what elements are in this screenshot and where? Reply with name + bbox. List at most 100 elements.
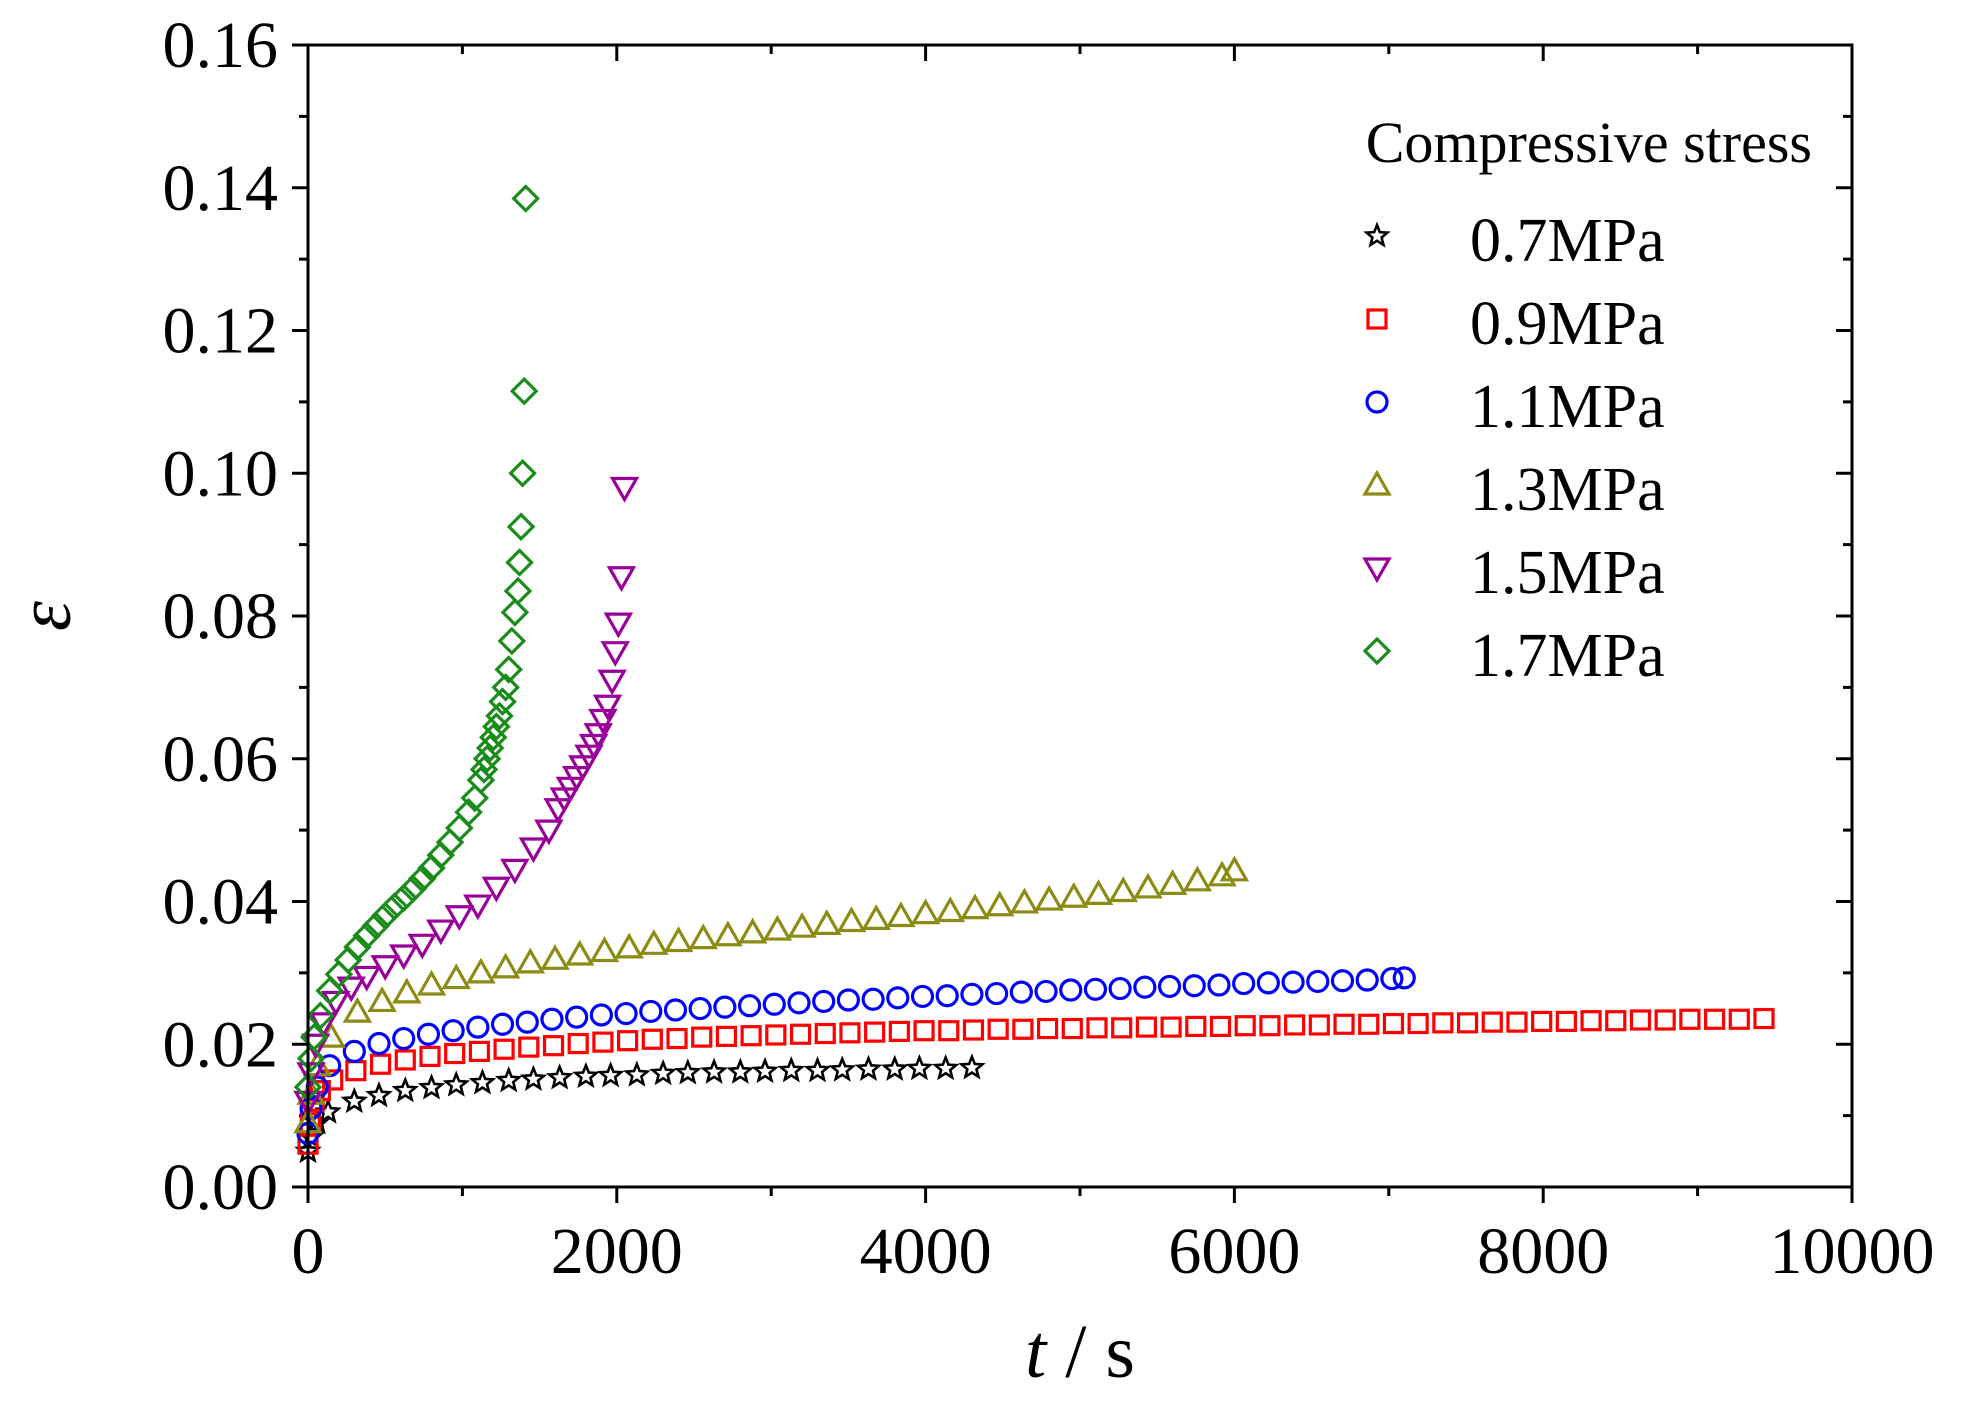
y-axis-title: ε bbox=[3, 601, 87, 631]
legend-label: 1.7MPa bbox=[1470, 622, 1665, 690]
data-point bbox=[367, 1031, 391, 1056]
data-point bbox=[1059, 881, 1089, 908]
data-point bbox=[370, 955, 400, 981]
data-point bbox=[1382, 1012, 1405, 1035]
x-tick-label: 8000 bbox=[1477, 1215, 1609, 1288]
data-point bbox=[984, 890, 1015, 917]
data-point bbox=[1219, 855, 1250, 882]
data-point bbox=[913, 1020, 935, 1042]
data-point bbox=[726, 1057, 755, 1084]
data-point bbox=[737, 917, 768, 944]
legend-label: 1.5MPa bbox=[1470, 539, 1665, 607]
data-point bbox=[1207, 973, 1231, 997]
data-point bbox=[540, 1007, 564, 1031]
data-point bbox=[306, 1001, 335, 1030]
data-point bbox=[931, 1053, 960, 1081]
data-point bbox=[389, 883, 418, 913]
data-point bbox=[398, 874, 428, 903]
data-point bbox=[688, 923, 719, 950]
data-point bbox=[803, 1056, 832, 1083]
data-point bbox=[864, 1021, 886, 1043]
data-point bbox=[1157, 869, 1188, 895]
legend-item: 1.7MPa bbox=[1362, 622, 1665, 690]
data-point bbox=[1083, 977, 1108, 1001]
data-point bbox=[1753, 1007, 1775, 1030]
data-point bbox=[1185, 1015, 1207, 1038]
legend: Compressive stress 0.7MPa 0.9MPa 1.1MPa 1.3… bbox=[1362, 110, 1812, 690]
data-point bbox=[641, 1028, 663, 1050]
data-point bbox=[839, 1022, 861, 1044]
data-point bbox=[836, 988, 861, 1012]
legend-marker bbox=[1363, 221, 1391, 248]
data-point bbox=[861, 904, 891, 930]
data-point bbox=[506, 512, 536, 542]
data-point bbox=[299, 1022, 329, 1052]
data-point bbox=[572, 1061, 600, 1089]
data-point bbox=[614, 932, 644, 959]
data-point bbox=[958, 1053, 986, 1080]
y-tick-label: 0.02 bbox=[163, 1008, 279, 1081]
plot-frame bbox=[306, 43, 1854, 1189]
data-point bbox=[369, 1053, 392, 1075]
data-point bbox=[466, 957, 496, 984]
data-point bbox=[812, 989, 836, 1014]
y-tick-labels: 0.00 0.02 0.04 0.06 0.08 0.10 0.12 0.14 0.16 bbox=[163, 9, 279, 1224]
series-1.3MPa bbox=[293, 855, 1250, 1134]
legend-label: 1.3MPa bbox=[1470, 456, 1665, 524]
data-point bbox=[787, 911, 817, 938]
data-point bbox=[417, 1073, 446, 1100]
legend-marker bbox=[1366, 308, 1388, 330]
data-point bbox=[1555, 1010, 1577, 1033]
data-point bbox=[518, 1036, 540, 1058]
data-point bbox=[1182, 865, 1213, 892]
data-point bbox=[1036, 1017, 1059, 1040]
data-point bbox=[737, 994, 762, 1018]
series-1.1MPa bbox=[296, 966, 1416, 1146]
data-point bbox=[1306, 969, 1330, 994]
x-axis-title-italic: t bbox=[1025, 1310, 1048, 1394]
data-point bbox=[296, 1044, 326, 1073]
data-point bbox=[691, 1026, 713, 1048]
data-point bbox=[497, 626, 527, 656]
data-point bbox=[468, 1068, 497, 1095]
data-point bbox=[1506, 1011, 1528, 1033]
data-point bbox=[564, 939, 595, 966]
data-point bbox=[1355, 968, 1379, 992]
data-point bbox=[1256, 971, 1280, 995]
data-point bbox=[468, 1040, 490, 1062]
data-point bbox=[493, 1038, 515, 1060]
data-point bbox=[1207, 860, 1237, 887]
data-point bbox=[910, 984, 935, 1009]
data-point bbox=[511, 184, 540, 213]
data-point bbox=[960, 982, 984, 1006]
data-point bbox=[1380, 966, 1404, 991]
data-point bbox=[444, 905, 475, 931]
data-point bbox=[494, 655, 523, 684]
data-point bbox=[336, 976, 366, 1003]
data-point bbox=[592, 1031, 614, 1053]
data-point bbox=[828, 1055, 857, 1082]
data-point bbox=[609, 476, 640, 503]
data-point bbox=[1654, 1009, 1676, 1031]
data-point bbox=[674, 1058, 702, 1085]
data-point bbox=[441, 1019, 465, 1043]
data-point bbox=[505, 548, 534, 577]
data-point bbox=[1259, 1015, 1281, 1037]
data-point bbox=[713, 920, 743, 947]
data-point bbox=[938, 1020, 960, 1042]
data-point bbox=[1392, 966, 1416, 990]
legend-label: 0.7MPa bbox=[1470, 207, 1665, 275]
data-point bbox=[1679, 1008, 1701, 1030]
data-point bbox=[603, 612, 634, 639]
data-point bbox=[565, 1005, 589, 1029]
x-tick-labels: 0 2000 4000 6000 8000 10000 bbox=[292, 1215, 1935, 1288]
data-point bbox=[509, 376, 539, 406]
data-point bbox=[751, 1056, 779, 1084]
data-point bbox=[1034, 979, 1058, 1004]
y-tick-label: 0.12 bbox=[163, 295, 279, 368]
data-point bbox=[542, 1035, 565, 1057]
data-point bbox=[567, 1032, 589, 1055]
data-point bbox=[1111, 1017, 1133, 1039]
data-point bbox=[1284, 1014, 1306, 1036]
legend-marker bbox=[1362, 469, 1392, 496]
